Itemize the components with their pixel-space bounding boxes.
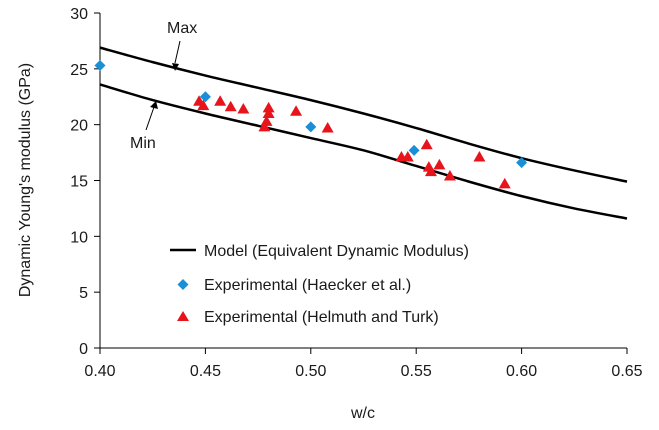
x-tick-label: 0.50 xyxy=(295,363,326,380)
helmuth-point xyxy=(225,101,237,112)
x-tick-label: 0.40 xyxy=(84,363,115,380)
helmuth-point xyxy=(499,178,511,189)
legend-model-label: Model (Equivalent Dynamic Modulus) xyxy=(204,243,469,260)
annotation-min: Min xyxy=(130,135,156,152)
y-tick-label: 10 xyxy=(70,229,88,246)
x-ticks: 0.40 0.45 0.50 0.55 0.60 0.65 xyxy=(84,348,642,380)
legend-haecker-label: Experimental (Haecker et al.) xyxy=(204,277,411,294)
x-tick-label: 0.65 xyxy=(611,363,642,380)
model-curve-min xyxy=(100,84,627,218)
model-lines xyxy=(100,48,627,219)
annotation-max-arrow-line xyxy=(175,41,180,63)
y-tick-label: 30 xyxy=(70,6,88,23)
helmuth-point xyxy=(421,139,433,150)
haecker-point xyxy=(305,121,316,132)
helmuth-point xyxy=(237,103,249,114)
x-tick-label: 0.60 xyxy=(506,363,537,380)
helmuth-point xyxy=(290,105,302,116)
x-tick-label: 0.55 xyxy=(401,363,432,380)
y-tick-label: 15 xyxy=(70,174,88,191)
y-ticks: 0 5 10 15 20 25 30 xyxy=(70,6,100,358)
y-tick-label: 5 xyxy=(79,285,88,302)
legend: Model (Equivalent Dynamic Modulus) Exper… xyxy=(170,243,469,326)
helmuth-point xyxy=(473,151,485,162)
helmuth-point xyxy=(433,159,445,170)
legend-triangle-icon xyxy=(177,311,189,321)
x-tick-label: 0.45 xyxy=(190,363,221,380)
annotation-max: Max xyxy=(167,20,197,37)
helmuth-point xyxy=(214,95,226,106)
axes xyxy=(100,13,627,348)
helmuth-point xyxy=(322,122,334,132)
y-axis-label: Dynamic Young's modulus (GPa) xyxy=(17,63,34,297)
x-axis-label: w/c xyxy=(350,405,375,422)
model-curve-max xyxy=(100,48,627,182)
y-tick-label: 20 xyxy=(70,118,88,135)
legend-diamond-icon xyxy=(178,279,189,290)
legend-helmuth-label: Experimental (Helmuth and Turk) xyxy=(204,309,439,326)
helmuth-point xyxy=(263,102,275,113)
annotation-min-arrow-line xyxy=(146,107,154,130)
data-markers xyxy=(95,60,528,188)
y-tick-label: 0 xyxy=(79,341,88,358)
haecker-point xyxy=(409,145,420,156)
y-tick-label: 25 xyxy=(70,62,88,79)
